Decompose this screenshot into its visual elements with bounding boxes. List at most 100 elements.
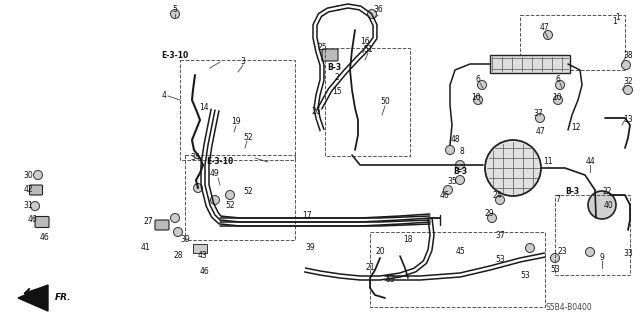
Bar (180, 60, 295, 160)
Text: B-3: B-3 (327, 63, 341, 71)
Text: 22: 22 (602, 188, 612, 197)
Circle shape (170, 10, 179, 19)
Text: 37: 37 (495, 231, 505, 240)
Text: 1: 1 (616, 13, 620, 23)
Text: 6: 6 (556, 76, 561, 85)
Text: 52: 52 (243, 133, 253, 143)
Text: 3: 3 (241, 57, 245, 66)
Circle shape (554, 95, 563, 105)
Text: E-3-10: E-3-10 (161, 51, 189, 61)
Text: 6: 6 (476, 76, 481, 85)
Circle shape (456, 175, 465, 184)
Text: 31: 31 (23, 202, 33, 211)
Text: 20: 20 (375, 248, 385, 256)
Text: 29: 29 (484, 210, 494, 219)
Text: 53: 53 (550, 265, 560, 275)
Circle shape (445, 145, 454, 154)
Text: 52: 52 (243, 188, 253, 197)
Bar (193, 243, 207, 253)
Text: 23: 23 (557, 248, 567, 256)
Polygon shape (18, 285, 48, 311)
Bar (370, 232, 545, 307)
Text: 39: 39 (180, 235, 190, 244)
Text: 38: 38 (623, 50, 633, 60)
Text: 53: 53 (520, 271, 530, 279)
Text: 43: 43 (197, 251, 207, 261)
Text: 45: 45 (455, 248, 465, 256)
Circle shape (623, 85, 632, 94)
Text: 40: 40 (603, 202, 613, 211)
Text: 47: 47 (540, 24, 550, 33)
Circle shape (621, 61, 630, 70)
Text: 34: 34 (190, 153, 200, 162)
Text: 46: 46 (27, 216, 37, 225)
Text: 9: 9 (600, 254, 604, 263)
Circle shape (485, 140, 541, 196)
Text: B-3: B-3 (565, 188, 579, 197)
Text: 1: 1 (612, 18, 618, 26)
Text: 32: 32 (623, 78, 633, 86)
Text: 12: 12 (572, 123, 580, 132)
Text: 7: 7 (556, 196, 561, 204)
Bar (185, 155, 295, 240)
FancyBboxPatch shape (322, 49, 338, 61)
Text: 46: 46 (200, 268, 210, 277)
Text: 47: 47 (535, 128, 545, 137)
Text: FR.: FR. (55, 293, 72, 302)
Circle shape (456, 160, 465, 169)
FancyBboxPatch shape (35, 217, 49, 227)
Text: 53: 53 (385, 276, 395, 285)
Circle shape (525, 243, 534, 253)
Text: 48: 48 (450, 136, 460, 145)
Circle shape (193, 183, 202, 192)
Text: 10: 10 (552, 93, 562, 101)
Text: 37: 37 (533, 109, 543, 118)
Text: 39: 39 (305, 243, 315, 253)
Text: 30: 30 (23, 170, 33, 180)
Text: E-3-10: E-3-10 (206, 158, 234, 167)
Circle shape (444, 186, 452, 195)
Circle shape (33, 170, 42, 180)
Text: 10: 10 (471, 93, 481, 101)
Bar (325, 48, 410, 156)
Text: 36: 36 (373, 5, 383, 14)
Text: 17: 17 (302, 211, 312, 219)
Text: 33: 33 (623, 249, 633, 258)
Circle shape (367, 10, 376, 19)
Text: 24: 24 (492, 191, 502, 201)
Text: 25: 25 (317, 43, 327, 53)
Text: 51: 51 (363, 46, 373, 55)
Text: S5B4-B0400: S5B4-B0400 (545, 303, 592, 313)
Text: 52: 52 (225, 201, 235, 210)
Text: 21: 21 (365, 263, 375, 272)
Circle shape (556, 80, 564, 90)
Circle shape (495, 196, 504, 204)
Circle shape (225, 190, 234, 199)
Text: 50: 50 (380, 98, 390, 107)
Text: B-3: B-3 (453, 167, 467, 176)
Circle shape (211, 196, 220, 204)
Bar (555, 195, 630, 275)
Text: 18: 18 (403, 235, 413, 244)
Text: 2: 2 (335, 73, 339, 83)
Circle shape (588, 191, 616, 219)
FancyBboxPatch shape (29, 185, 42, 195)
Text: 16: 16 (360, 38, 370, 47)
Circle shape (173, 227, 182, 236)
Circle shape (488, 213, 497, 222)
Text: 15: 15 (332, 87, 342, 97)
Circle shape (550, 254, 559, 263)
Text: 28: 28 (173, 251, 183, 261)
Text: 11: 11 (543, 158, 553, 167)
Bar (520, 15, 625, 70)
Circle shape (586, 248, 595, 256)
Text: 13: 13 (623, 115, 633, 124)
Text: 35: 35 (447, 177, 457, 187)
Text: 26: 26 (311, 108, 321, 116)
Circle shape (170, 213, 179, 222)
Text: 53: 53 (495, 256, 505, 264)
Text: 19: 19 (231, 117, 241, 127)
Text: 5: 5 (173, 5, 177, 14)
Text: 42: 42 (23, 186, 33, 195)
Circle shape (477, 80, 486, 90)
